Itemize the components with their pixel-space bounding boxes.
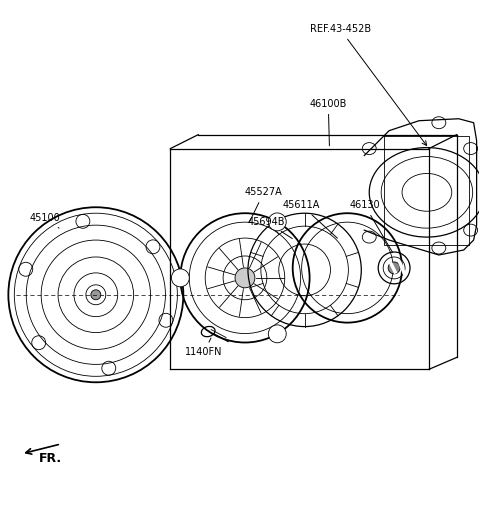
Text: 46100B: 46100B bbox=[310, 99, 347, 146]
Text: 1140FN: 1140FN bbox=[185, 338, 223, 358]
Ellipse shape bbox=[388, 262, 400, 274]
Text: REF.43-452B: REF.43-452B bbox=[310, 24, 427, 145]
Text: FR.: FR. bbox=[39, 452, 62, 466]
Ellipse shape bbox=[268, 325, 286, 343]
Text: 45100: 45100 bbox=[29, 213, 60, 228]
Ellipse shape bbox=[171, 269, 189, 287]
Text: 45611A: 45611A bbox=[283, 200, 337, 238]
Ellipse shape bbox=[235, 268, 255, 288]
Text: 46130: 46130 bbox=[349, 200, 393, 252]
Ellipse shape bbox=[91, 290, 101, 300]
Ellipse shape bbox=[268, 213, 286, 231]
Text: 45527A: 45527A bbox=[245, 187, 283, 223]
Text: 45694B: 45694B bbox=[248, 217, 292, 238]
